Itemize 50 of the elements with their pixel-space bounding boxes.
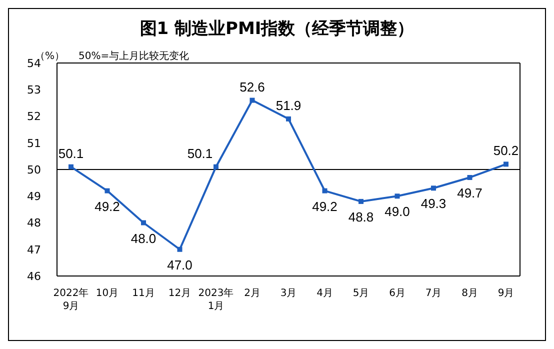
text: 48.8 [348, 209, 374, 224]
y-tick-label: 47 [27, 243, 41, 256]
y-tick-label: 50 [27, 163, 41, 176]
y-tick-label: 52 [27, 110, 41, 124]
y-tick-label: 51 [27, 136, 41, 150]
x-tick-label: 10月 [96, 288, 119, 299]
x-tick-label: 5月 [352, 288, 370, 299]
text: 48.0 [130, 230, 156, 246]
text: 49.7 [457, 185, 482, 200]
point [250, 98, 255, 103]
x-tick-label: 2022年 9月 [53, 287, 89, 312]
x-tick-label: 4月 [316, 288, 333, 299]
point [104, 188, 110, 194]
x-tick-label: 12月 [168, 288, 192, 299]
point [322, 188, 328, 194]
point [394, 194, 400, 199]
text: 50.1 [187, 146, 213, 161]
point [214, 164, 218, 170]
y-tick-label: 49 [27, 190, 41, 204]
x-tick-label: 2023年 1月 [198, 287, 234, 312]
point [286, 116, 291, 122]
x-tick-label: 11月 [132, 288, 155, 299]
text: 51.9 [276, 98, 302, 113]
x-tick-label: 3月 [280, 288, 297, 299]
y-tick-label: 46 [27, 270, 41, 283]
point [141, 220, 146, 226]
point [504, 162, 508, 167]
x-tick-label: 2月 [244, 288, 260, 299]
point [68, 164, 74, 170]
text: 52.6 [240, 79, 265, 94]
text: 50%=与上月比较无变化 [78, 50, 190, 63]
x-tick-label: 7月 [425, 288, 442, 299]
point [358, 198, 364, 204]
x-tick-label: 9月 [498, 288, 514, 299]
text: 49.0 [384, 204, 410, 220]
chart-title: 图1 制造业PMI指数（经季节调整） [138, 18, 416, 40]
y-tick-label: 54 [27, 56, 41, 70]
point [431, 186, 436, 191]
text: 49.3 [420, 196, 446, 212]
text: 50.1 [58, 146, 84, 161]
text: 47.0 [167, 257, 192, 272]
point [177, 246, 182, 252]
text: 49.2 [94, 198, 120, 214]
x-tick-label: 8月 [462, 288, 478, 299]
y-tick-label: 48 [27, 216, 41, 230]
y-tick-label: 53 [27, 84, 41, 97]
point [467, 174, 472, 180]
text: 50.2 [493, 143, 519, 158]
text: 49.2 [312, 198, 338, 214]
x-tick-label: 6月 [389, 288, 406, 299]
